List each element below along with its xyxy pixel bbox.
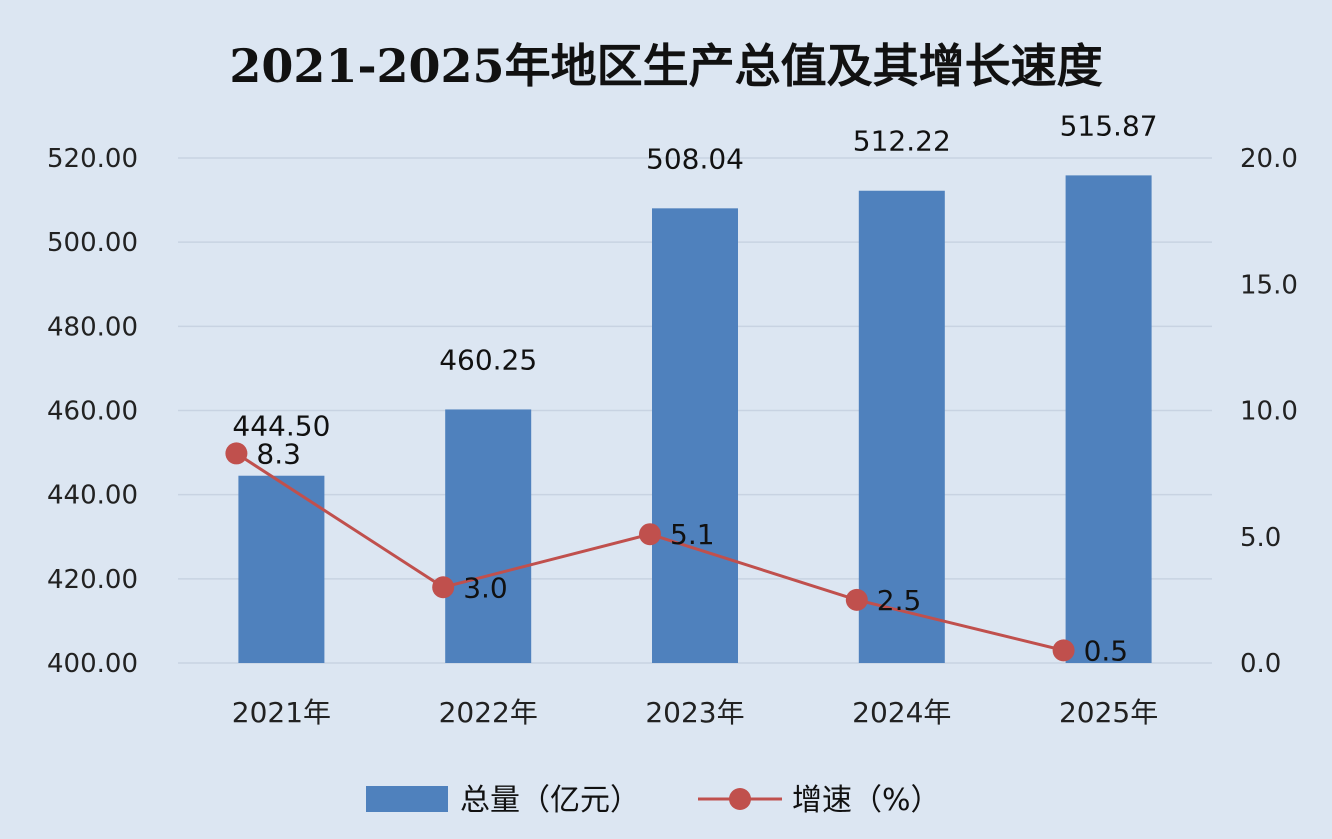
x-tick-label: 2021年 bbox=[232, 696, 331, 729]
line-data-label: 8.3 bbox=[256, 437, 301, 470]
bar-data-label: 460.25 bbox=[439, 343, 537, 376]
y-left-tick-label: 460.00 bbox=[47, 397, 138, 427]
y-left-tick-label: 400.00 bbox=[47, 649, 138, 679]
x-tick-label: 2022年 bbox=[439, 696, 538, 729]
y-left-tick-label: 480.00 bbox=[47, 312, 138, 342]
line-point bbox=[432, 576, 455, 599]
y-axis-right: 0.0 5.0 10.0 15.0 20.0 bbox=[1240, 144, 1298, 679]
bar-series bbox=[238, 175, 1152, 663]
y-left-tick-label: 500.00 bbox=[47, 228, 138, 258]
y-left-tick-label: 420.00 bbox=[47, 565, 138, 595]
y-axis-left: 400.00 420.00 440.00 460.00 480.00 500.00 520.… bbox=[47, 144, 138, 679]
y-right-tick-label: 0.0 bbox=[1240, 649, 1281, 679]
bar-data-label: 512.22 bbox=[853, 125, 951, 158]
x-axis: 2021年 2022年 2023年 2024年 2025年 bbox=[232, 696, 1158, 729]
y-right-tick-label: 10.0 bbox=[1240, 397, 1298, 427]
y-right-tick-label: 15.0 bbox=[1240, 270, 1298, 300]
y-left-tick-label: 520.00 bbox=[47, 144, 138, 174]
line-point bbox=[1052, 639, 1075, 662]
legend-bar-label: 总量（亿元） bbox=[460, 783, 640, 818]
line-data-label: 5.1 bbox=[670, 518, 715, 551]
legend-bar-swatch bbox=[366, 786, 448, 812]
x-tick-label: 2024年 bbox=[852, 696, 951, 729]
bar bbox=[445, 409, 532, 663]
bar-data-label: 508.04 bbox=[646, 142, 744, 175]
bar-data-label: 444.50 bbox=[232, 410, 330, 443]
line-point bbox=[639, 523, 661, 546]
legend-line-label: 增速（%） bbox=[792, 783, 941, 818]
data-labels: 444.50 460.25 508.04 512.22 515.87 8.3 3.0 5.1 2… bbox=[232, 109, 1157, 667]
legend: 总量（亿元） 增速（%） bbox=[366, 783, 941, 818]
bar-data-label: 515.87 bbox=[1060, 109, 1158, 142]
x-tick-label: 2025年 bbox=[1059, 696, 1158, 729]
line-point bbox=[225, 442, 248, 465]
x-tick-label: 2023年 bbox=[645, 696, 744, 729]
y-right-tick-label: 5.0 bbox=[1240, 523, 1281, 553]
y-right-tick-label: 20.0 bbox=[1240, 144, 1298, 174]
line-series bbox=[225, 442, 1075, 662]
bar bbox=[652, 208, 738, 663]
bar bbox=[238, 475, 325, 663]
bar bbox=[1065, 175, 1152, 663]
legend-line-marker bbox=[729, 788, 751, 810]
bar bbox=[858, 190, 945, 663]
y-left-tick-label: 440.00 bbox=[47, 481, 138, 511]
line-data-label: 0.5 bbox=[1084, 634, 1129, 667]
line-point bbox=[845, 588, 868, 611]
line-data-label: 3.0 bbox=[463, 571, 508, 604]
chart-title: 2021-2025年地区生产总值及其增长速度 bbox=[229, 39, 1102, 93]
line-data-label: 2.5 bbox=[877, 584, 922, 617]
